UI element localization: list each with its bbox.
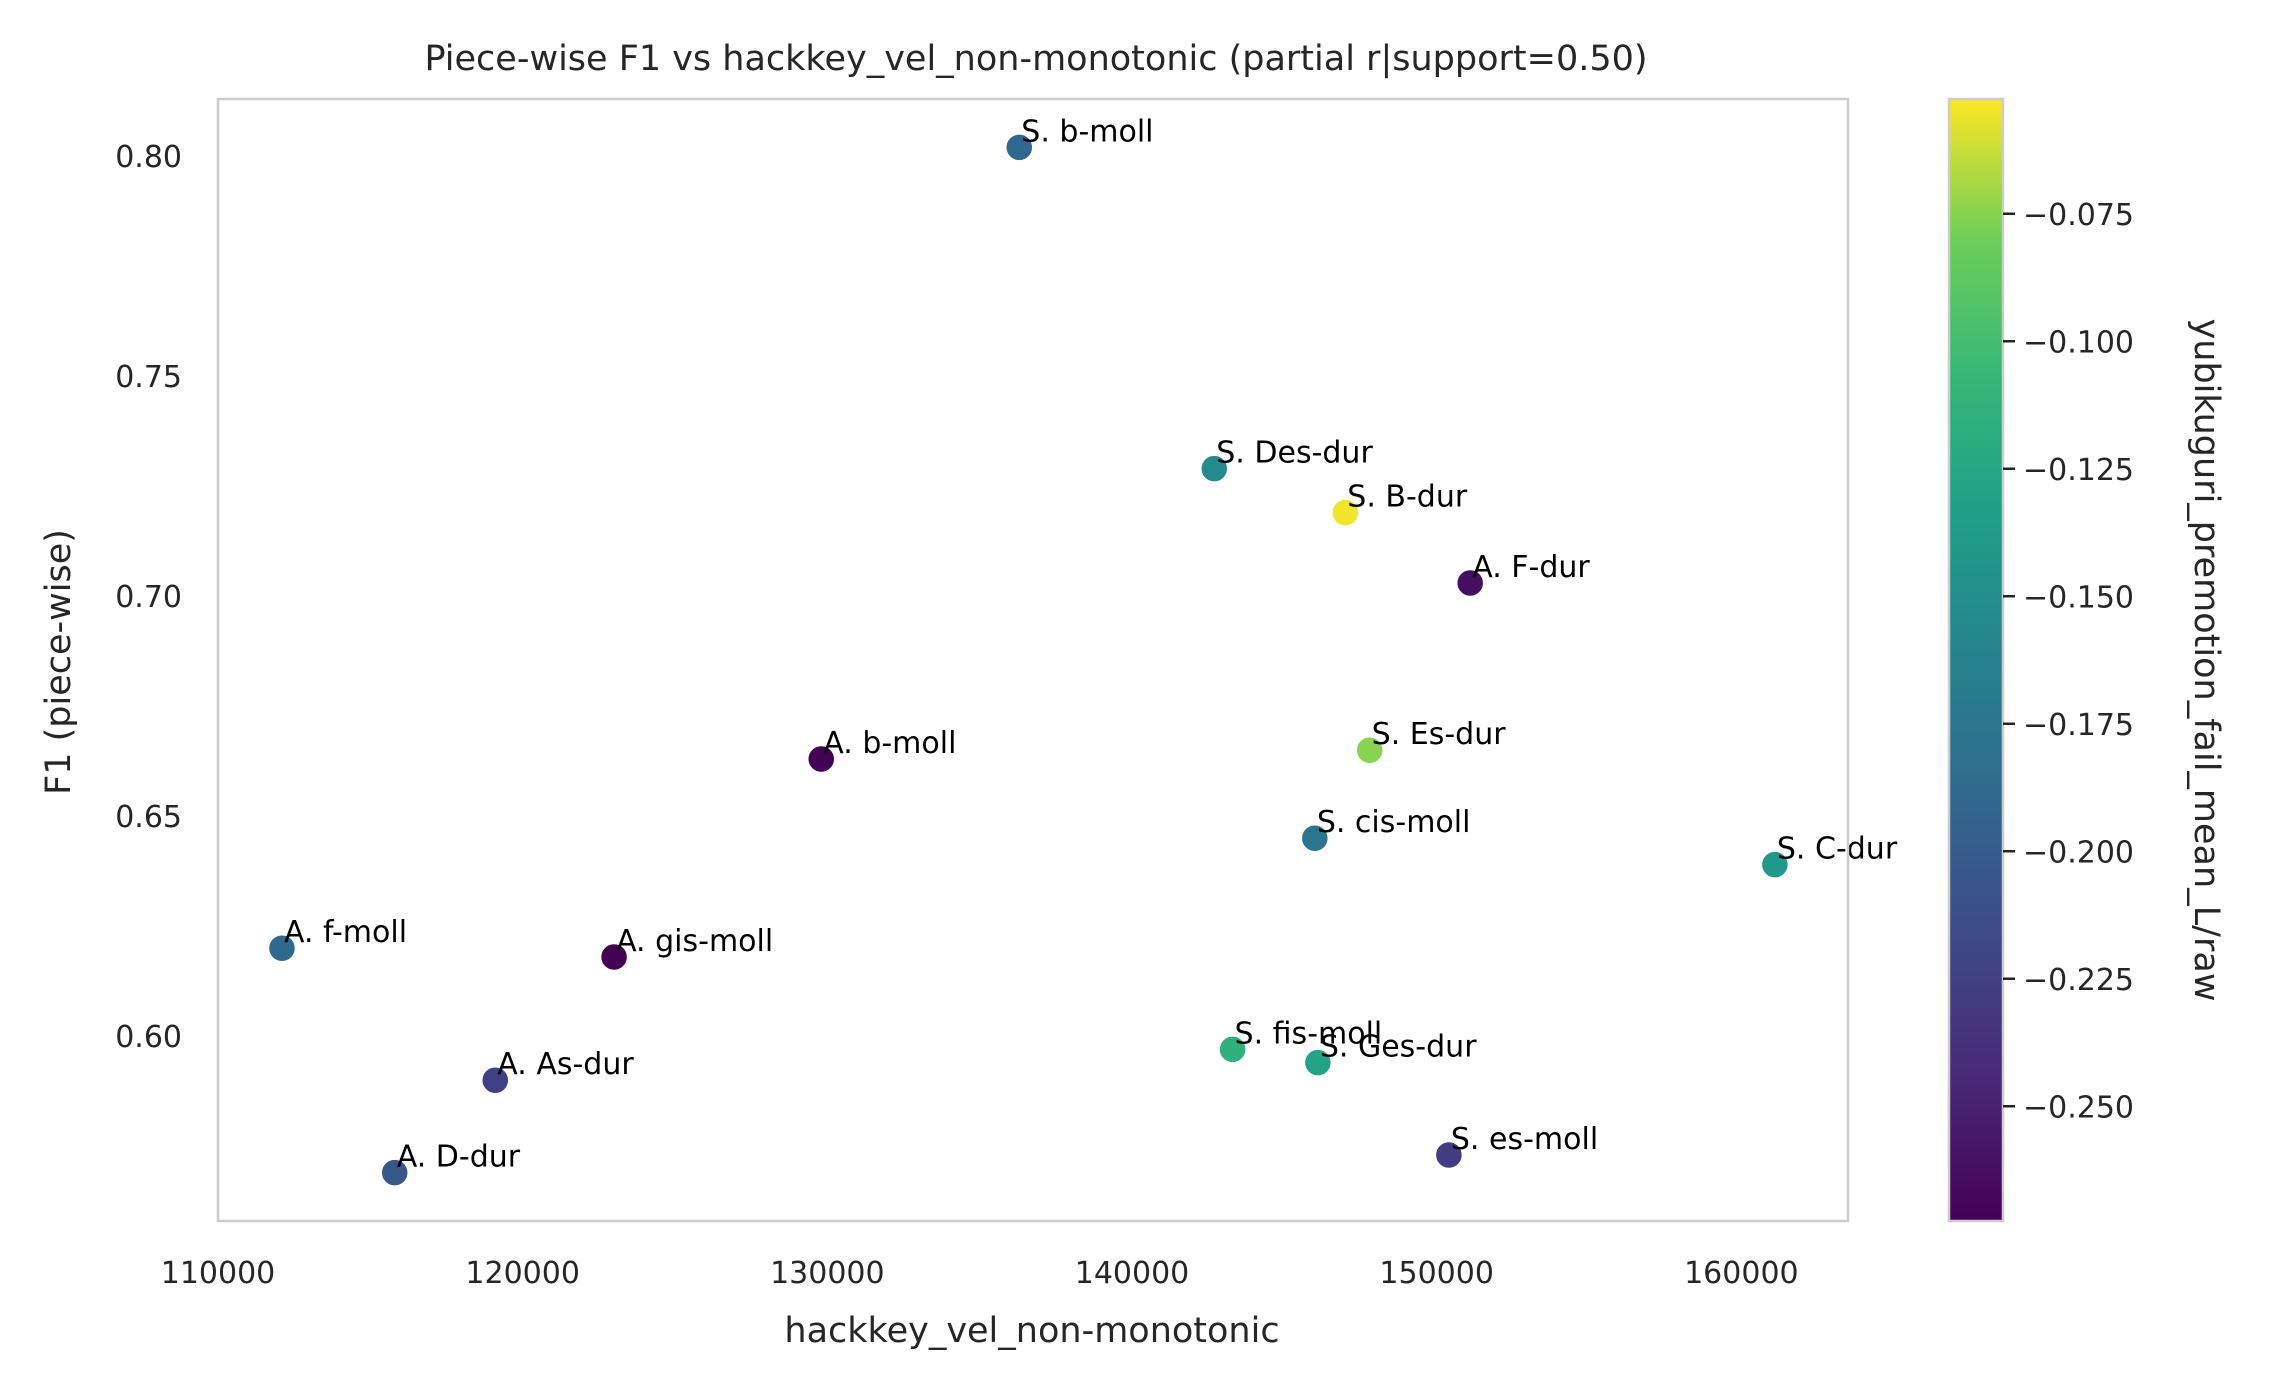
y-tick-label: 0.60 [115,1020,182,1055]
scatter-point [1330,497,1361,528]
point-label: S. Ges-dur [1320,1030,1477,1065]
scatter-point [1299,822,1331,854]
y-tick-label: 0.70 [115,580,182,615]
scatter-point [598,941,630,973]
x-tick-label: 120000 [465,1256,580,1291]
x-tick-label: 140000 [1075,1256,1190,1291]
colorbar-tick-label: −0.075 [2023,198,2134,233]
scatter-point [1759,849,1791,880]
colorbar-tick-label: −0.175 [2023,708,2134,743]
colorbar [1947,97,2005,1223]
point-label: A. As-dur [497,1047,634,1082]
y-tick-label: 0.65 [115,800,182,835]
y-axis: 0.60 0.65 0.70 0.75 0.80 [115,140,182,1055]
scatter-point [1302,1047,1334,1078]
point-label: S. C-dur [1777,832,1898,867]
y-tick-label: 0.80 [115,140,182,175]
x-tick-label: 150000 [1379,1256,1494,1291]
scatter-point [266,932,298,964]
x-axis: 110000 120000 130000 140000 150000 160000 [161,1256,1799,1291]
colorbar-tick-label: −0.250 [2023,1090,2134,1125]
scatter-points [266,132,1791,1188]
scatter-point [1354,734,1385,766]
colorbar-tick-label: −0.100 [2023,325,2134,360]
scatter-point [1454,567,1486,599]
scatter-point [1004,132,1035,163]
y-tick-label: 0.75 [115,360,182,395]
point-label: S. es-moll [1451,1122,1598,1157]
x-axis-label: hackkey_vel_non-monotonic [784,1311,1279,1351]
point-label: S. Des-dur [1216,436,1373,471]
colorbar-label: yubikuguri_premotion_fail_mean_L/raw [2186,319,2226,1002]
x-tick-label: 110000 [161,1256,276,1291]
point-label: S. fis-moll [1235,1016,1383,1051]
colorbar-tick-label: −0.225 [2023,963,2134,998]
point-label: S. cis-moll [1317,805,1471,840]
scatter-point [379,1157,410,1188]
scatter-point [1199,453,1230,484]
point-label: A. f-moll [284,915,407,950]
point-label: A. b-moll [823,726,956,761]
colorbar-tick-label: −0.150 [2023,580,2134,615]
point-label: A. D-dur [397,1140,521,1175]
scatter-point [1433,1139,1465,1171]
point-label: S. B-dur [1347,480,1468,515]
plot-area [216,97,1850,1223]
colorbar-tick-label: −0.200 [2023,835,2134,870]
point-label: A. gis-moll [616,924,773,959]
point-label: A. F-dur [1472,550,1590,585]
point-label: S. b-moll [1021,114,1153,149]
scatter-point [480,1064,511,1096]
y-axis-label: F1 (piece-wise) [39,529,79,795]
x-tick-label: 160000 [1684,1256,1799,1291]
scatter-point [806,743,837,775]
colorbar-tick-label: −0.125 [2023,453,2134,488]
x-tick-label: 130000 [770,1256,885,1291]
point-label: S. Es-dur [1372,717,1507,752]
colorbar-axis: −0.075 −0.100 −0.125 −0.150 −0.175 −0.200 −0.2… [2003,198,2134,1125]
chart-title: Piece-wise F1 vs hackkey_vel_non-monoton… [424,39,1647,79]
scatter-point [1217,1034,1248,1065]
